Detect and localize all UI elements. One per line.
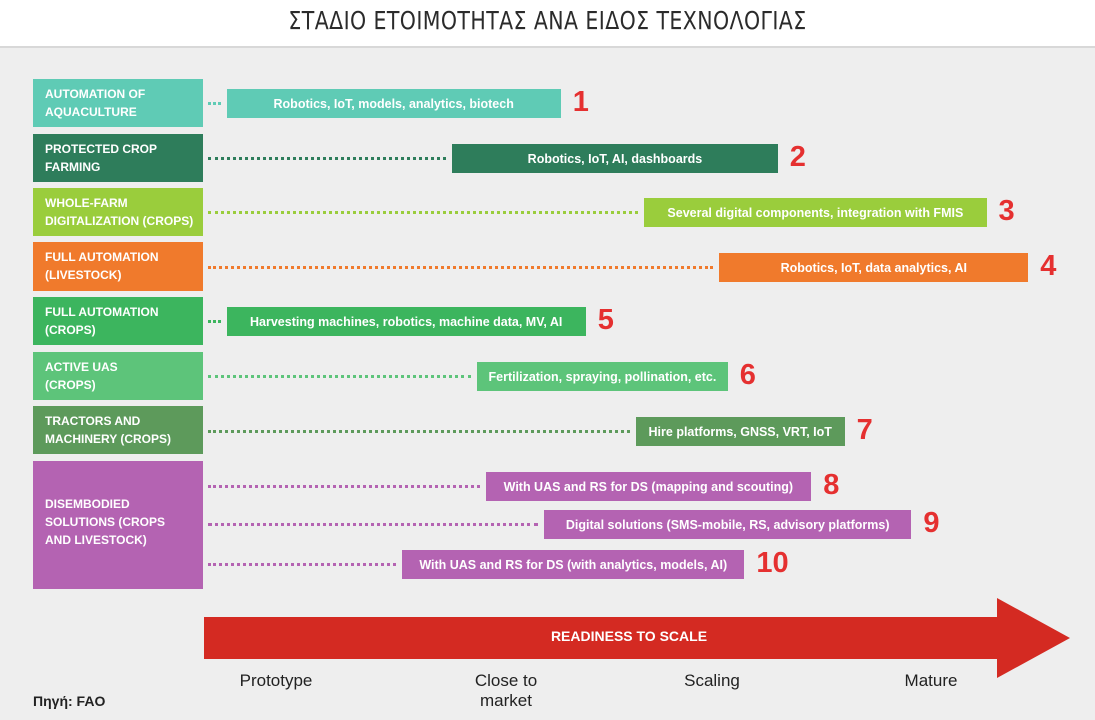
- leader-dots: [208, 102, 221, 105]
- technology-number: 9: [923, 507, 940, 539]
- technology-number: 5: [597, 304, 614, 336]
- technology-number: 8: [823, 469, 840, 501]
- technology-number: 7: [856, 414, 873, 446]
- category-label: WHOLE-FARM DIGITALIZATION (CROPS): [33, 188, 203, 236]
- technology-bar: Fertilization, spraying, pollination, et…: [477, 362, 728, 391]
- stage-close-to-market: Close to market: [474, 671, 538, 710]
- category-label: AUTOMATION OF AQUACULTURE: [33, 79, 203, 127]
- technology-bar: Robotics, IoT, AI, dashboards: [452, 144, 778, 173]
- technology-bar: Robotics, IoT, models, analytics, biotec…: [226, 89, 561, 118]
- technology-bar: With UAS and RS for DS (with analytics, …: [402, 550, 745, 579]
- leader-dots: [208, 485, 480, 488]
- technology-number: 3: [998, 195, 1015, 227]
- category-label: FULL AUTOMATION (CROPS): [33, 297, 203, 345]
- leader-dots: [208, 266, 714, 269]
- title-band: [0, 0, 1095, 48]
- source-note: Πηγή: FAO: [33, 693, 106, 709]
- technology-bar: Several digital components, integration …: [644, 198, 987, 227]
- technology-bar: Harvesting machines, robotics, machine d…: [226, 307, 586, 336]
- category-label: FULL AUTOMATION (LIVESTOCK): [33, 242, 203, 291]
- category-label: PROTECTED CROP FARMING: [33, 134, 203, 182]
- technology-number: 1: [572, 86, 589, 118]
- leader-dots: [208, 157, 447, 160]
- technology-bar: Robotics, IoT, data analytics, AI: [719, 253, 1029, 282]
- readiness-arrow-label: READINESS TO SCALE: [550, 628, 708, 644]
- category-label: DISEMBODIED SOLUTIONS (CROPS AND LIVESTO…: [33, 461, 203, 589]
- technology-number: 6: [739, 359, 756, 391]
- technology-number: 10: [756, 547, 789, 579]
- leader-dots: [208, 211, 639, 214]
- readiness-arrow-shape: [204, 598, 1070, 678]
- diagram-title: ΣΤΑΔΙΟ ΕΤΟΙΜΟΤΗΤΑΣ ΑΝΑ ΕΙΔΟΣ ΤΕΧΝΟΛΟΓΙΑΣ: [288, 6, 807, 35]
- leader-dots: [208, 523, 538, 526]
- leader-dots: [208, 320, 221, 323]
- technology-bar: Digital solutions (SMS-mobile, RS, advis…: [544, 510, 912, 539]
- technology-bar: With UAS and RS for DS (mapping and scou…: [485, 472, 812, 501]
- technology-number: 2: [789, 141, 806, 173]
- stage-prototype: Prototype: [239, 671, 313, 690]
- stage-scaling: Scaling: [684, 671, 740, 690]
- stage-mature: Mature: [904, 671, 958, 690]
- leader-dots: [208, 563, 397, 566]
- category-label: ACTIVE UAS (CROPS): [33, 352, 203, 400]
- technology-bar: Hire platforms, GNSS, VRT, IoT: [635, 417, 845, 446]
- leader-dots: [208, 375, 472, 378]
- leader-dots: [208, 430, 630, 433]
- category-label: TRACTORS AND MACHINERY (CROPS): [33, 406, 203, 454]
- technology-number: 4: [1040, 250, 1057, 282]
